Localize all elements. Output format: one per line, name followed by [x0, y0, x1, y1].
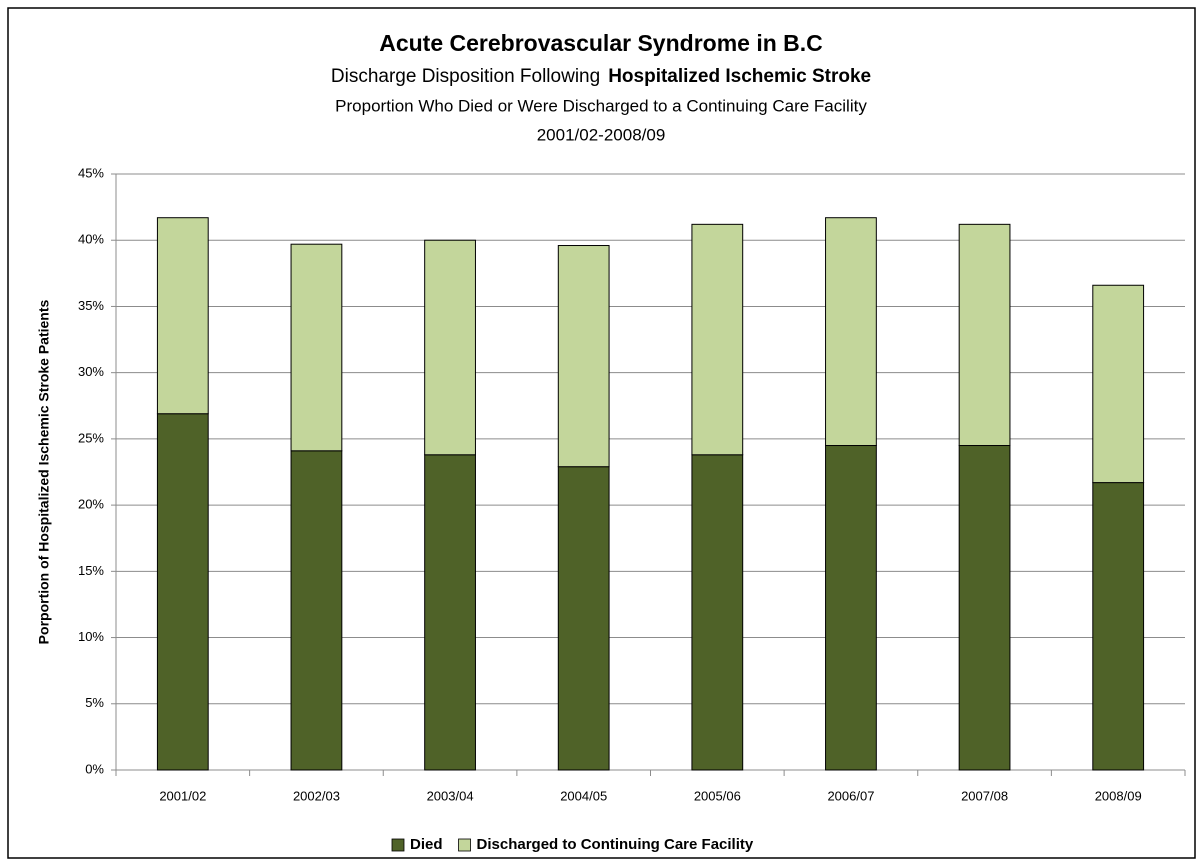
- y-tick-label: 25%: [78, 430, 104, 445]
- bar-segment: [424, 454, 476, 771]
- chart-title: Acute Cerebrovascular Syndrome in B.C: [379, 30, 823, 56]
- y-tick-label: 10%: [78, 629, 104, 644]
- legend-swatch: [391, 838, 405, 852]
- y-tick-label: 0%: [85, 761, 104, 776]
- bar-segment: [557, 466, 610, 771]
- x-tick-label: 2004/05: [560, 788, 607, 803]
- x-tick-label: 2001/02: [159, 788, 206, 803]
- bar-segment: [1092, 482, 1145, 771]
- subtitle-bold: Hospitalized Ischemic Stroke: [608, 66, 871, 87]
- bar-segment: [691, 223, 744, 456]
- x-tick-label: 2006/07: [827, 788, 874, 803]
- bar-segment: [825, 217, 877, 447]
- y-axis-label: Porportion of Hospitalized Ischemic Stro…: [36, 299, 52, 644]
- subtitle-lead: Discharge Disposition Following: [331, 66, 600, 87]
- y-tick-label: 15%: [78, 563, 104, 578]
- bar-segment: [290, 243, 343, 452]
- y-tick-label: 30%: [78, 364, 104, 379]
- y-tick-label: 40%: [78, 232, 104, 247]
- x-tick-label: 2003/04: [427, 788, 474, 803]
- bar-segment: [825, 445, 877, 771]
- y-tick-label: 35%: [78, 298, 104, 313]
- bar-segment: [1092, 284, 1145, 484]
- bar-segment: [156, 217, 209, 415]
- y-tick-label: 5%: [85, 695, 104, 710]
- bar-segment: [958, 223, 1011, 447]
- bar-segment: [691, 454, 744, 771]
- y-tick-label: 45%: [78, 165, 104, 180]
- bar-segment: [156, 413, 209, 771]
- chart-subtitle: 2001/02-2008/09: [537, 125, 666, 144]
- x-tick-label: 2005/06: [694, 788, 741, 803]
- bar-segment: [557, 245, 610, 468]
- legend-label: Discharged to Continuing Care Facility: [477, 836, 754, 853]
- bar-segment: [958, 445, 1011, 771]
- legend-swatch: [458, 838, 471, 852]
- legend-label: Died: [410, 836, 443, 853]
- chart-subtitle: Discharge Disposition Following Hospitali…: [331, 66, 871, 87]
- x-tick-label: 2008/09: [1095, 788, 1142, 803]
- bar-segment: [290, 450, 343, 771]
- chart-subtitle: Proportion Who Died or Were Discharged t…: [335, 96, 867, 115]
- x-tick-label: 2007/08: [961, 788, 1008, 803]
- bar-segment: [424, 239, 476, 456]
- y-tick-label: 20%: [78, 497, 104, 512]
- x-tick-label: 2002/03: [293, 788, 340, 803]
